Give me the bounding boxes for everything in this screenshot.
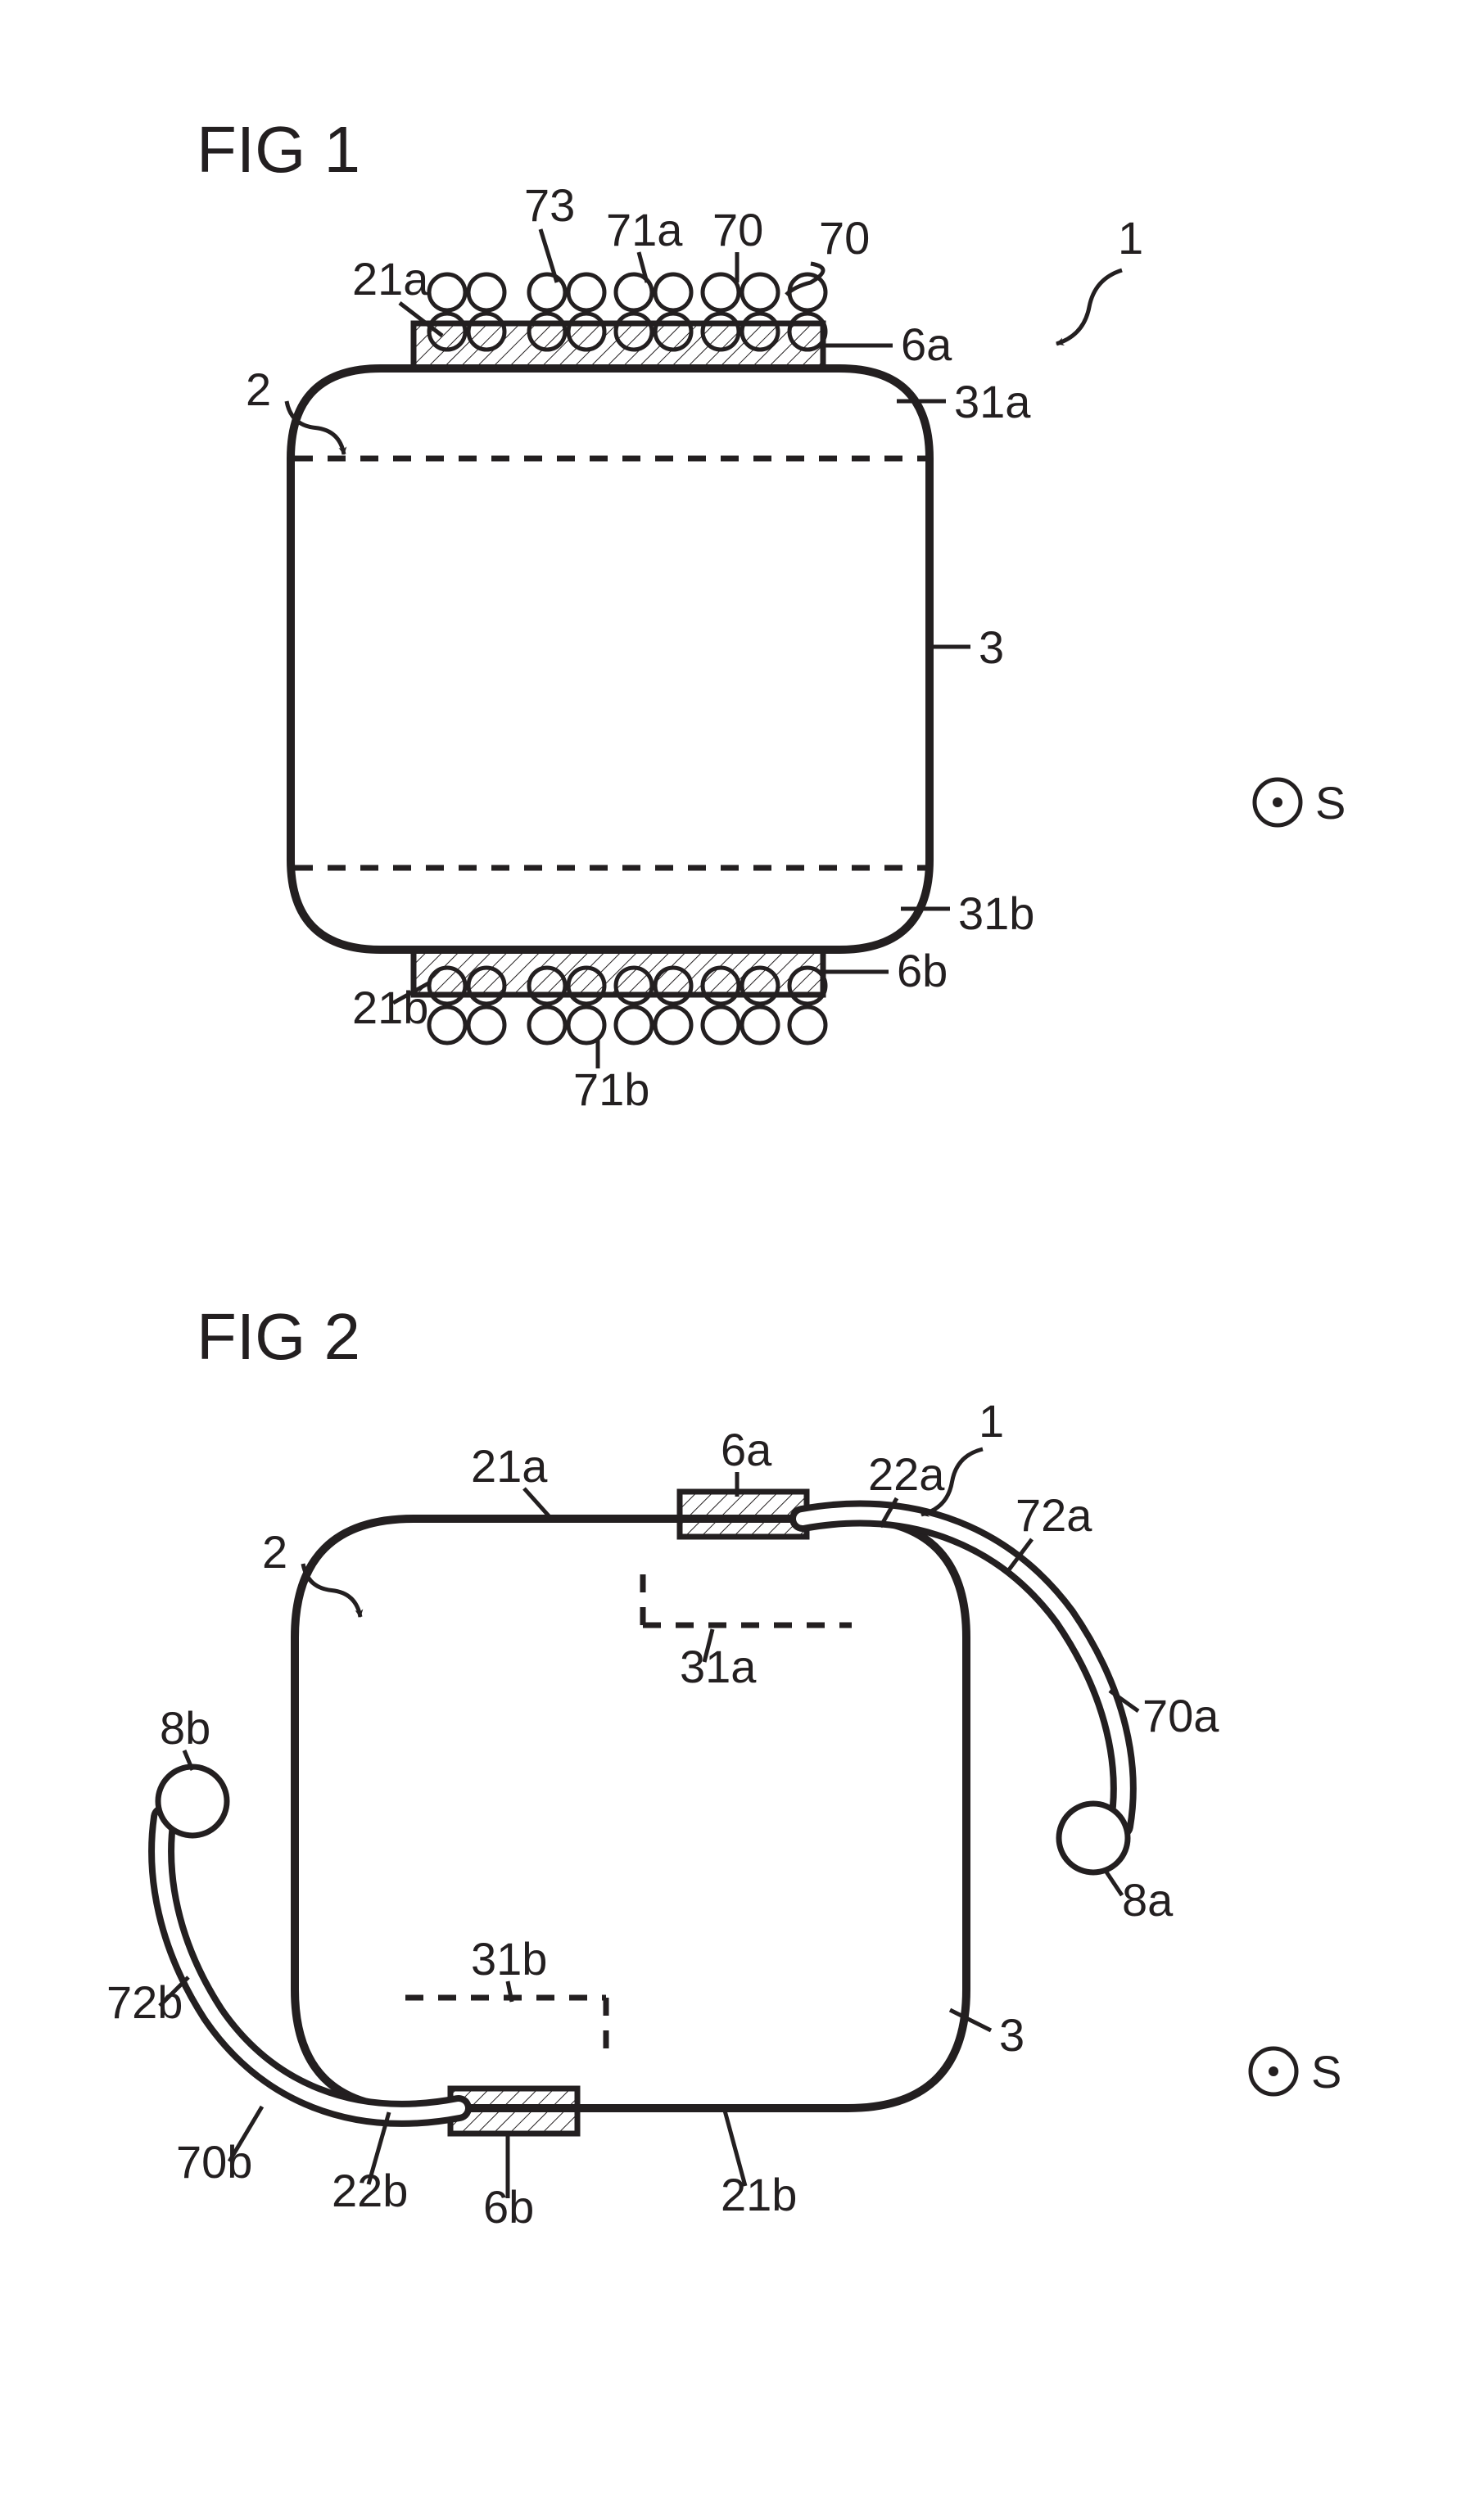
- fig2-label-2: 2: [262, 1526, 287, 1578]
- label-text: 8b: [160, 1702, 210, 1754]
- label-text: 31a: [954, 376, 1031, 427]
- fig2-vessel-body: [295, 1519, 966, 2108]
- fig1-title: FIG 1: [197, 113, 360, 186]
- fig2: FIG 2: [197, 1300, 966, 2108]
- fig2-label-72b: 72b: [106, 1976, 183, 2028]
- label-text: 8a: [1122, 1874, 1174, 1926]
- label-text: 70a: [1142, 1690, 1219, 1741]
- fig1-label-21a: 21a: [352, 253, 429, 305]
- fig2-label-3: 3: [999, 2009, 1025, 2061]
- fig2-title: FIG 2: [197, 1300, 360, 1373]
- fig2-label-6a: 6a: [721, 1424, 772, 1475]
- label-text: 72a: [1015, 1489, 1092, 1541]
- label-text: 21a: [352, 253, 429, 305]
- fig1-arrow-1: [1056, 270, 1122, 344]
- label-text: 3: [999, 2009, 1025, 2061]
- label-text: 31b: [471, 1933, 547, 1985]
- fig2-symbol-s: S: [1251, 2046, 1341, 2098]
- fig1-label-31b: 31b: [958, 887, 1034, 939]
- fig1-label-71b: 71b: [573, 1064, 649, 1115]
- fig1-label-71a: 71a: [606, 204, 683, 255]
- fig2-label-8a: 8a: [1122, 1874, 1174, 1926]
- fig1-label-6a: 6a: [901, 318, 952, 370]
- fig2-label-31b: 31b: [471, 1933, 547, 1985]
- fig1-label-6b: 6b: [897, 945, 948, 996]
- fig1-label-73: 73: [524, 179, 575, 231]
- label-text: 31b: [958, 887, 1034, 939]
- label-text: 21a: [471, 1440, 548, 1492]
- fig2-label-21a: 21a: [471, 1440, 548, 1492]
- label-text: 70: [712, 204, 763, 255]
- label-text: 70: [819, 212, 870, 264]
- label-text: 3: [979, 621, 1004, 673]
- label-text: 6a: [901, 318, 952, 370]
- label-text: 21b: [721, 2169, 797, 2220]
- fig1-symbol-s: S: [1255, 777, 1346, 829]
- fig1-label-70a: 70: [712, 204, 763, 255]
- symbol-s-label: S: [1311, 2046, 1341, 2098]
- label-text: 72b: [106, 1976, 183, 2028]
- fig2-label-22a: 22a: [868, 1448, 945, 1500]
- fig2-label-21b: 21b: [721, 2169, 797, 2220]
- fig1-label-31a: 31a: [954, 376, 1031, 427]
- fig2-label-1: 1: [979, 1395, 1004, 1447]
- label-text: 71b: [573, 1064, 649, 1115]
- label-text: 31a: [680, 1641, 757, 1692]
- fig1-label-1: 1: [1118, 212, 1143, 264]
- fig1-label-2: 2: [246, 364, 271, 415]
- fig2-label-8b: 8b: [160, 1702, 210, 1754]
- fig1-label-70b: 70: [819, 212, 870, 264]
- fig2-label-31a: 31a: [680, 1641, 757, 1692]
- fig2-label-72a: 72a: [1015, 1489, 1092, 1541]
- label-text: 6a: [721, 1424, 772, 1475]
- label-text: 1: [1118, 212, 1143, 264]
- label-text: 71a: [606, 204, 683, 255]
- label-text: 2: [262, 1526, 287, 1578]
- label-text: 1: [979, 1395, 1004, 1447]
- symbol-s-label: S: [1315, 777, 1346, 829]
- fig2-plate-top: [680, 1492, 807, 1537]
- label-text: 6b: [897, 945, 948, 996]
- diagram-canvas: FIG 17371a707021a6a31a331b6b21b71b12SFIG…: [0, 0, 1461, 2520]
- label-text: 73: [524, 179, 575, 231]
- fig1-label-3: 3: [979, 621, 1004, 673]
- fig2-label-70a: 70a: [1142, 1690, 1219, 1741]
- label-text: 22a: [868, 1448, 945, 1500]
- label-text: 2: [246, 364, 271, 415]
